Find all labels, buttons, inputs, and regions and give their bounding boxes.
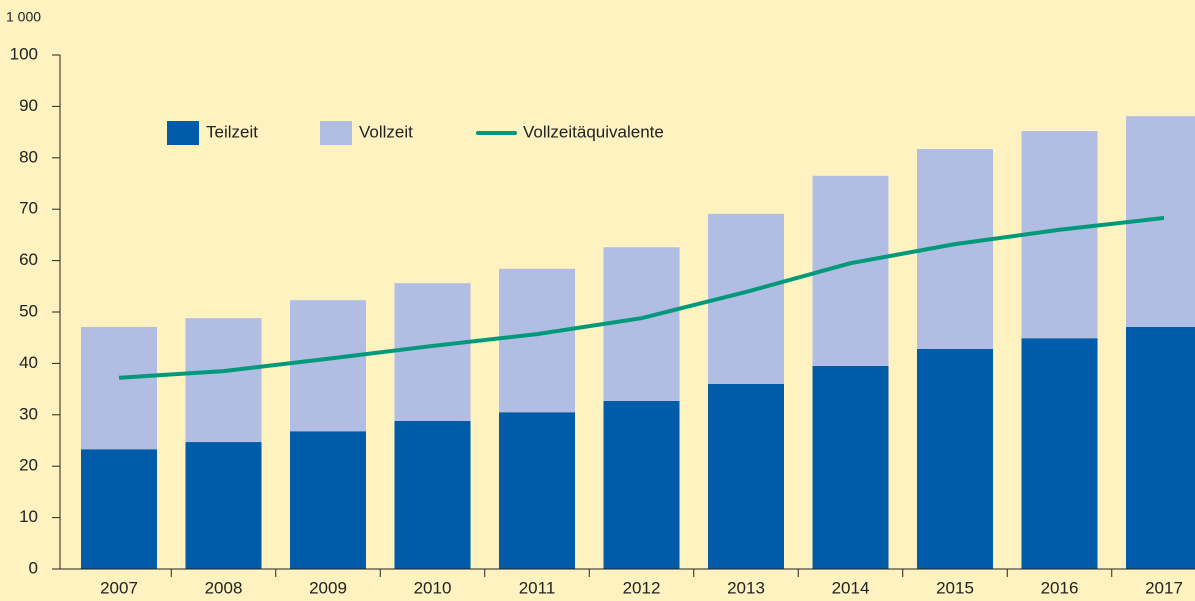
bar <box>290 431 366 569</box>
bar <box>1021 338 1098 569</box>
x-tick-label: 2007 <box>100 578 138 597</box>
y-tick-label: 100 <box>10 44 38 63</box>
y-tick-label: 10 <box>19 507 38 526</box>
bar <box>603 400 680 569</box>
x-tick-label: 2017 <box>1145 578 1183 597</box>
x-tick-label: 2008 <box>205 578 243 597</box>
legend-swatch <box>167 121 199 145</box>
x-tick-label: 2009 <box>309 578 347 597</box>
bar <box>1126 326 1195 569</box>
bar <box>603 247 680 401</box>
y-tick-label: 70 <box>19 199 38 218</box>
bar <box>185 442 262 569</box>
x-tick-label: 2010 <box>414 578 452 597</box>
x-tick-label: 2013 <box>727 578 765 597</box>
legend-swatch <box>320 121 352 145</box>
bar <box>81 449 157 569</box>
y-tick-label: 60 <box>19 250 38 269</box>
y-tick-label: 40 <box>19 353 38 372</box>
bar <box>917 349 993 569</box>
y-tick-label: 20 <box>19 456 38 475</box>
x-tick-label: 2015 <box>936 578 974 597</box>
y-tick-label: 30 <box>19 404 38 423</box>
legend-label: Vollzeit <box>359 122 413 141</box>
bar <box>290 300 366 432</box>
bar <box>81 326 157 450</box>
x-tick-label: 2016 <box>1041 578 1079 597</box>
bar <box>708 383 784 569</box>
legend-label: Vollzeitäquivalente <box>523 122 664 141</box>
y-tick-label: 50 <box>19 301 38 320</box>
y-tick-label: 80 <box>19 147 38 166</box>
bar <box>499 268 575 413</box>
y-tick-label: 90 <box>19 96 38 115</box>
bar <box>499 412 575 569</box>
bar <box>394 420 471 569</box>
bar <box>185 318 262 443</box>
y-tick-label: 0 <box>29 558 38 577</box>
x-tick-label: 2014 <box>832 578 870 597</box>
line-series <box>118 215 1165 380</box>
bar <box>812 365 889 569</box>
x-tick-label: 2011 <box>519 578 556 597</box>
y-unit-label: 1 000 <box>6 9 41 25</box>
legend-label: Teilzeit <box>206 122 258 141</box>
bar <box>394 283 471 421</box>
x-tick-label: 2012 <box>623 578 661 597</box>
